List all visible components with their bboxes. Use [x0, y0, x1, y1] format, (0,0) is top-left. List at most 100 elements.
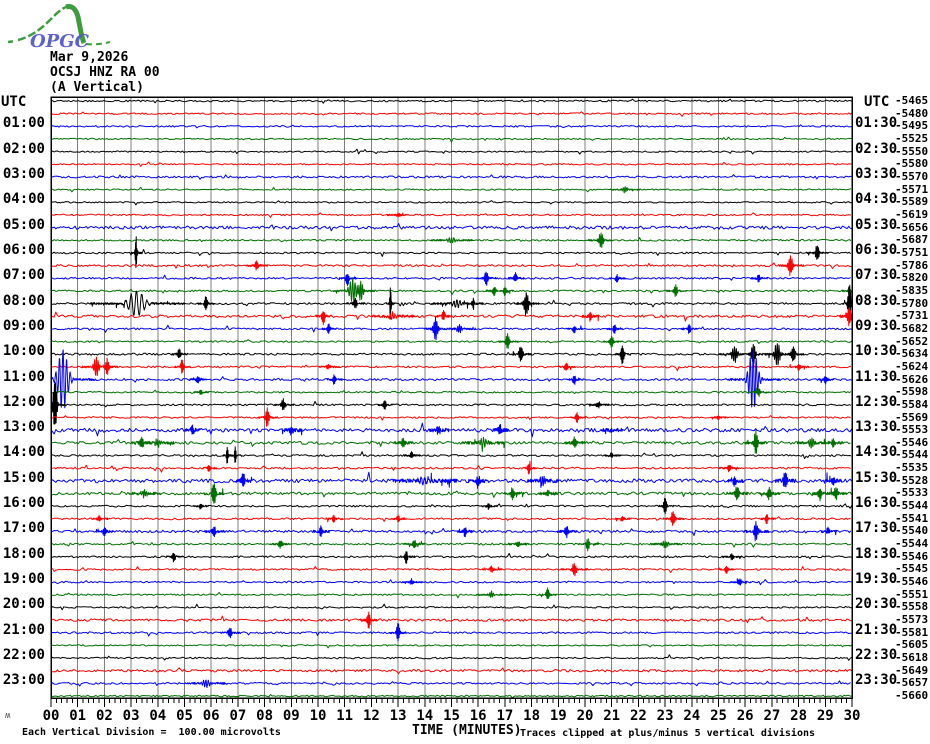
trace-row-0700 — [50, 271, 851, 287]
trace-row-2030 — [50, 611, 852, 629]
trace-row-1130 — [50, 387, 852, 397]
hour-label-right-1030: 10:30 — [855, 343, 898, 360]
trace-offset-value: -5533 — [895, 486, 929, 500]
trace-row-1230 — [50, 407, 851, 427]
hour-label-right-0430: 04:30 — [855, 191, 898, 208]
trace-offset-value: -5558 — [895, 600, 929, 614]
utc-label-left: UTC — [1, 94, 27, 110]
logo-curve-dash-right — [85, 41, 111, 46]
trace-row-2230 — [50, 667, 853, 675]
trace-row-0030 — [50, 111, 853, 117]
hour-label-left-1800: 18:00 — [2, 545, 45, 562]
trace-offset-value: -5541 — [895, 511, 929, 525]
minute-label-22: 22 — [629, 708, 647, 724]
trace-row-0430 — [50, 212, 852, 218]
hour-label-left-2200: 22:00 — [2, 647, 45, 664]
trace-row-1830 — [50, 562, 851, 577]
hour-label-left-0100: 01:00 — [2, 115, 45, 132]
hour-label-right-2030: 20:30 — [855, 596, 898, 613]
minute-label-15: 15 — [443, 708, 460, 724]
trace-row-1600 — [50, 497, 853, 515]
hour-label-left-0600: 06:00 — [2, 241, 45, 258]
trace-offset-value: -5546 — [895, 575, 929, 589]
trace-offset-value: -5544 — [895, 448, 929, 462]
trace-offset-value: -5581 — [895, 625, 929, 639]
hour-label-right-1630: 16:30 — [855, 495, 898, 512]
scale-note: Each Vertical Division = 100.00 microvol… — [22, 727, 281, 738]
trace-row-0000 — [50, 98, 853, 104]
trace-offset-value: -5569 — [895, 410, 929, 424]
hour-label-left-0400: 04:00 — [2, 191, 45, 208]
hour-label-left-1900: 19:00 — [2, 571, 45, 588]
hour-label-left-0500: 05:00 — [2, 216, 45, 233]
trace-row-1930 — [50, 587, 852, 600]
trace-row-0130 — [50, 136, 852, 143]
trace-offset-value: -5605 — [895, 638, 929, 652]
hour-label-right-0830: 08:30 — [855, 292, 898, 309]
minute-label-20: 20 — [576, 708, 594, 724]
left-time-axis: 01:00 02:00 03:00 04:00 05:00 06:00 07:00 08:00… — [0, 0, 47, 744]
plot-frame — [50, 96, 853, 699]
trace-offset-value: -5682 — [895, 321, 929, 335]
hour-label-right-1530: 15:30 — [855, 469, 898, 486]
trace-offset-value: -5546 — [895, 435, 929, 449]
trace-row-2200 — [50, 654, 853, 661]
hour-label-left-1500: 15:00 — [2, 469, 45, 486]
trace-row-2130 — [50, 644, 853, 649]
minute-label-21: 21 — [603, 708, 621, 724]
trace-row-0530 — [50, 232, 852, 248]
trace-offset-value: -5731 — [895, 309, 929, 323]
trace-row-1730 — [50, 538, 852, 552]
hour-label-left-1600: 16:00 — [2, 495, 45, 512]
trace-offset-value: -5553 — [895, 423, 929, 437]
hour-label-left-0200: 02:00 — [2, 140, 45, 157]
trace-row-1430 — [51, 460, 851, 475]
trace-row-0800 — [50, 284, 853, 320]
hour-label-right-2230: 22:30 — [855, 647, 898, 664]
logo-text: OPGC — [30, 31, 90, 52]
trace-offset-value: -5751 — [895, 245, 929, 259]
trace-row-2100 — [50, 623, 853, 642]
clip-note: Traces clipped at plus/minus 5 vertical … — [520, 728, 816, 739]
hour-label-left-0300: 03:00 — [2, 165, 45, 182]
minute-label-27: 27 — [763, 708, 781, 724]
trace-row-0100 — [50, 124, 853, 129]
minute-label-28: 28 — [790, 708, 808, 724]
minute-label-17: 17 — [496, 708, 514, 724]
trace-row-1400 — [50, 446, 852, 464]
hour-label-left-1400: 14:00 — [2, 444, 45, 461]
minute-label-24: 24 — [683, 708, 701, 724]
trace-offset-value: -5546 — [895, 549, 929, 563]
minute-label-05: 05 — [176, 708, 193, 724]
hour-label-left-2100: 21:00 — [2, 621, 45, 638]
trace-offset-value: -5584 — [895, 397, 929, 411]
component-label: (A Vertical) — [50, 80, 144, 95]
trace-offset-value: -5618 — [895, 651, 929, 665]
hour-label-left-1000: 10:00 — [2, 343, 45, 360]
hour-label-right-1130: 11:30 — [855, 368, 898, 385]
minute-label-29: 29 — [816, 708, 834, 724]
trace-offset-value: -5550 — [895, 144, 929, 158]
trace-rows — [50, 98, 853, 699]
hour-label-right-1230: 12:30 — [855, 393, 898, 410]
station-code: OCSJ HNZ RA 00 — [50, 65, 160, 80]
logo-curve-dash-left — [7, 39, 17, 44]
trace-offset-value: -5820 — [895, 271, 929, 285]
right-time-axis: 01:30 02:30 03:30 04:30 05:30 06:30 07:30 08:30… — [853, 0, 897, 744]
trace-row-1100 — [50, 349, 852, 409]
trace-offset-value: -5649 — [895, 663, 929, 677]
trace-row-1700 — [50, 521, 852, 542]
minute-label-16: 16 — [469, 708, 487, 724]
minute-label-30: 30 — [843, 708, 861, 724]
trace-row-0330 — [50, 186, 852, 194]
logo-curve-rise — [17, 5, 67, 42]
trace-row-0900 — [50, 317, 852, 341]
trace-row-2300 — [50, 679, 851, 689]
trace-row-0500 — [50, 223, 853, 232]
trace-row-0400 — [50, 200, 853, 206]
trace-offset-value: -5598 — [895, 385, 929, 399]
minute-label-11: 11 — [336, 708, 354, 724]
hour-label-left-2000: 20:00 — [2, 596, 45, 613]
minute-label-18: 18 — [523, 708, 541, 724]
